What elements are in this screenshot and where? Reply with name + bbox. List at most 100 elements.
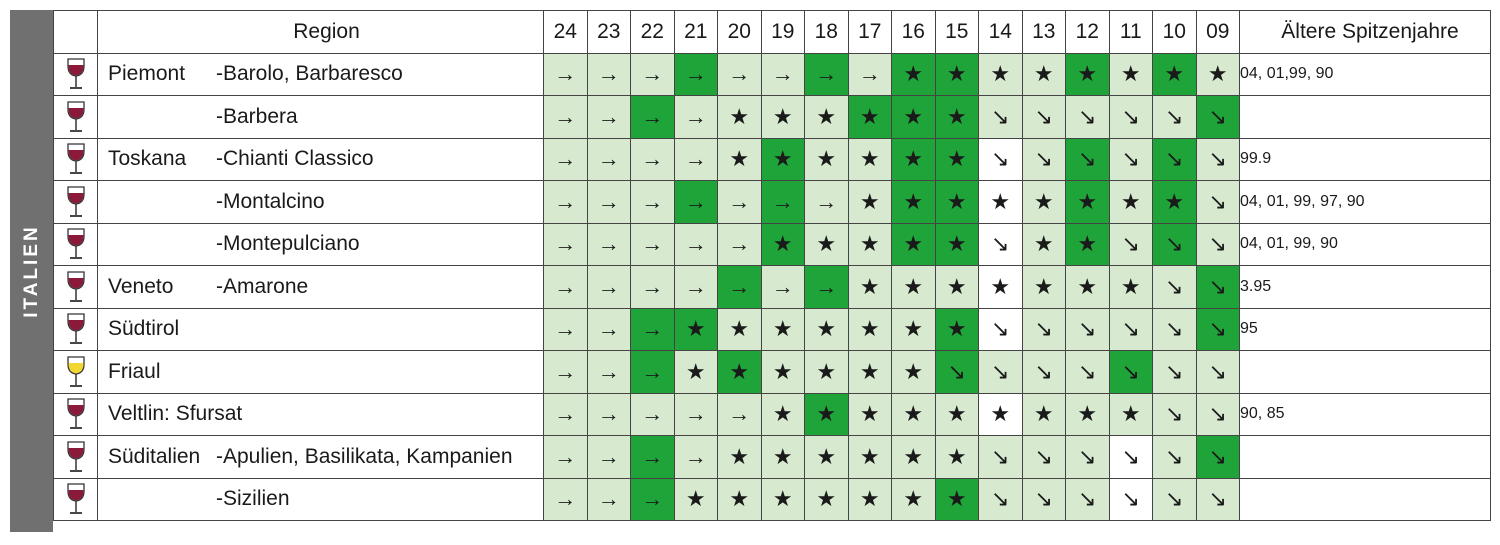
rating-cell: ★: [934, 137, 979, 181]
arrow-right-icon: →: [641, 146, 664, 172]
arrow-right-icon: →: [815, 273, 838, 299]
arrow-right-icon: →: [684, 61, 707, 87]
white-wine-glass-icon: [53, 350, 98, 394]
rating-cell: →: [543, 477, 588, 521]
rating-cell: ↘: [1021, 95, 1066, 139]
star-icon: ★: [772, 443, 793, 469]
rating-cell: ★: [717, 137, 762, 181]
rating-cell: ↘: [1152, 222, 1197, 266]
rating-cell: ↘: [1152, 477, 1197, 521]
older-years-cell: 90, 85: [1239, 392, 1491, 436]
red-wine-glass-icon: [53, 435, 98, 479]
arrow-down-right-icon: ↘: [1208, 231, 1227, 257]
region-name: Veltlin: Sfursat: [108, 402, 243, 426]
rating-cell: ★: [1021, 392, 1066, 436]
region-name: Veneto: [108, 274, 174, 298]
rating-cell: ★: [891, 350, 936, 394]
rating-cell: ↘: [1195, 392, 1240, 436]
star-icon: ★: [685, 486, 706, 512]
rating-cell: ★: [760, 435, 805, 479]
rating-cell: ↘: [1021, 307, 1066, 351]
wine-row: -Sizilien → → → ★ ★ ★ ★ ★ ★ ★ ↘ ↘ ↘ ↘ ↘ ↘: [53, 477, 1491, 521]
arrow-right-icon: →: [554, 103, 577, 129]
older-years-cell: [1239, 95, 1491, 139]
star-icon: ★: [772, 316, 793, 342]
rating-cell: ↘: [1152, 265, 1197, 309]
star-icon: ★: [903, 486, 924, 512]
rating-cell: ★: [1195, 52, 1240, 96]
arrow-down-right-icon: ↘: [1208, 486, 1227, 512]
star-icon: ★: [729, 103, 750, 129]
rating-cell: ↘: [1108, 307, 1153, 351]
arrow-right-icon: →: [641, 231, 664, 257]
rating-cell: →: [586, 392, 631, 436]
subregion-name: -Barbera: [216, 104, 298, 128]
rating-cell: →: [804, 180, 849, 224]
rating-cell: ★: [934, 307, 979, 351]
arrow-right-icon: →: [597, 103, 620, 129]
red-wine-glass-icon: [53, 95, 98, 139]
rating-cell: →: [630, 137, 675, 181]
older-years-cell: 04, 01,99, 90: [1239, 52, 1491, 96]
rating-cell: ★: [934, 477, 979, 521]
rating-cell: ↘: [1195, 435, 1240, 479]
rating-cell: ★: [804, 307, 849, 351]
arrow-right-icon: →: [815, 188, 838, 214]
rating-cell: →: [717, 392, 762, 436]
arrow-down-right-icon: ↘: [991, 486, 1010, 512]
arrow-down-right-icon: ↘: [1165, 401, 1184, 427]
arrow-right-icon: →: [771, 61, 794, 87]
star-icon: ★: [859, 443, 880, 469]
arrow-down-right-icon: ↘: [1165, 443, 1184, 469]
rating-cell: →: [760, 180, 805, 224]
star-icon: ★: [1120, 401, 1141, 427]
subregion-name: -Chianti Classico: [216, 147, 374, 171]
red-wine-glass-icon: [53, 392, 98, 436]
rating-cell: →: [630, 435, 675, 479]
star-icon: ★: [859, 358, 880, 384]
region-cell: Süditalien -Apulien, Basilikata, Kampanie…: [97, 435, 544, 479]
rating-cell: ★: [717, 350, 762, 394]
region-name: Piemont: [108, 62, 186, 86]
red-wine-glass-icon: [53, 307, 98, 351]
wine-row: Friaul → → → ★ ★ ★ ★ ★ ★ ↘ ↘ ↘ ↘ ↘ ↘ ↘: [53, 350, 1491, 394]
rating-cell: ★: [673, 477, 718, 521]
arrow-right-icon: →: [597, 401, 620, 427]
rating-cell: ★: [934, 95, 979, 139]
rating-cell: ↘: [1195, 180, 1240, 224]
star-icon: ★: [946, 443, 967, 469]
rating-cell: →: [586, 180, 631, 224]
rating-cell: ★: [717, 435, 762, 479]
star-icon: ★: [946, 146, 967, 172]
star-icon: ★: [903, 273, 924, 299]
older-years-cell: 04, 01, 99, 90: [1239, 222, 1491, 266]
rating-cell: ↘: [978, 222, 1023, 266]
arrow-right-icon: →: [728, 188, 751, 214]
year-header: 20: [717, 10, 762, 54]
rating-cell: ★: [760, 137, 805, 181]
star-icon: ★: [946, 231, 967, 257]
star-icon: ★: [1164, 188, 1185, 214]
rating-cell: ↘: [1152, 307, 1197, 351]
rating-cell: →: [673, 180, 718, 224]
rating-cell: →: [586, 222, 631, 266]
arrow-right-icon: →: [771, 188, 794, 214]
rating-cell: →: [630, 95, 675, 139]
arrow-down-right-icon: ↘: [1078, 316, 1097, 342]
arrow-down-right-icon: ↘: [1034, 316, 1053, 342]
star-icon: ★: [946, 486, 967, 512]
star-icon: ★: [729, 316, 750, 342]
arrow-right-icon: →: [641, 61, 664, 87]
rating-cell: ★: [760, 307, 805, 351]
rating-cell: →: [586, 307, 631, 351]
rating-cell: ↘: [1021, 350, 1066, 394]
rating-cell: ↘: [1065, 435, 1110, 479]
region-cell: -Barbera: [97, 95, 544, 139]
rating-cell: ★: [804, 350, 849, 394]
arrow-down-right-icon: ↘: [1208, 443, 1227, 469]
region-name: Südtirol: [108, 317, 180, 341]
arrow-down-right-icon: ↘: [1034, 486, 1053, 512]
rating-cell: →: [673, 137, 718, 181]
arrow-down-right-icon: ↘: [1121, 316, 1140, 342]
rating-cell: ↘: [1021, 477, 1066, 521]
